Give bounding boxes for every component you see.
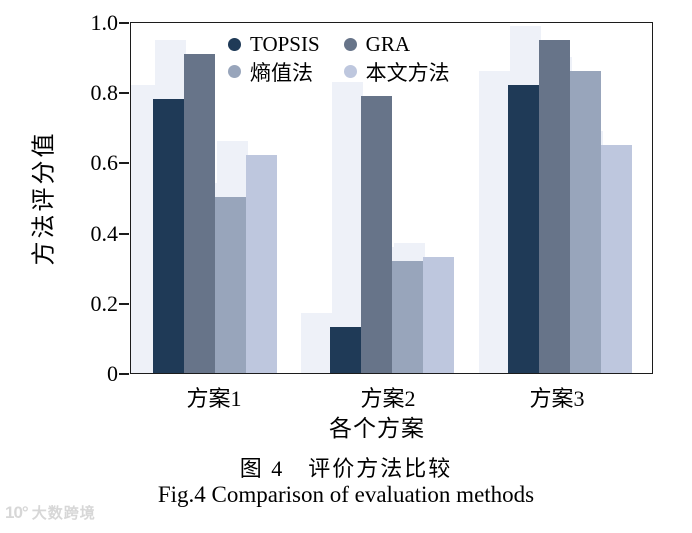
caption-chinese: 图 4 评价方法比较: [239, 456, 453, 481]
y-tick-mark: [119, 162, 129, 164]
bar-本文方法-方案2: [423, 257, 454, 373]
x-tick-label-方案1: 方案1: [186, 386, 242, 411]
legend-item-熵值法: 熵值法: [228, 58, 320, 85]
legend-marker-icon: [228, 38, 241, 51]
bar-TOPSIS-方案2: [330, 327, 361, 373]
bar-熵值法-方案1: [215, 197, 246, 373]
bars-layer: [131, 23, 652, 373]
ghost-bar: [479, 71, 510, 373]
bar-GRA-方案2: [361, 96, 392, 373]
bar-TOPSIS-方案3: [508, 85, 539, 373]
ghost-bar: [301, 313, 332, 373]
y-tick-label: 0.2: [90, 291, 119, 316]
legend-label: 本文方法: [365, 60, 450, 85]
legend-marker-icon: [343, 65, 357, 78]
legend-label: GRA: [365, 32, 410, 56]
ghost-bar: [332, 82, 363, 373]
bar-熵值法-方案2: [392, 261, 423, 373]
bar-TOPSIS-方案1: [153, 99, 184, 373]
y-tick-label: 0.6: [90, 150, 119, 175]
y-tick-label: 0.4: [90, 221, 119, 246]
y-axis-title: 方法评分值: [31, 130, 58, 266]
y-tick-label: 1.0: [90, 10, 119, 35]
legend-item-GRA: GRA: [343, 31, 450, 58]
y-tick-mark: [119, 92, 129, 94]
legend-marker-icon: [228, 65, 241, 78]
plot-area: TOPSIS GRA 熵值法 本文方法: [130, 22, 653, 374]
legend-label: TOPSIS: [250, 32, 320, 56]
y-tick-mark: [119, 373, 129, 375]
bar-GRA-方案3: [539, 40, 570, 373]
watermark-logo-icon: 10°: [5, 502, 29, 522]
bar-本文方法-方案3: [601, 145, 632, 373]
legend-label: 熵值法: [250, 60, 313, 85]
bar-熵值法-方案3: [570, 71, 601, 373]
watermark-text: 大数跨境: [31, 505, 96, 522]
legend-marker-icon: [343, 38, 357, 51]
y-tick-mark: [119, 303, 129, 305]
chart-legend: TOPSIS GRA 熵值法 本文方法: [228, 31, 450, 85]
ghost-bar: [131, 85, 155, 373]
watermark: 10° 大数跨境: [5, 502, 96, 523]
caption-english: Fig.4 Comparison of evaluation methods: [157, 482, 535, 507]
bar-本文方法-方案1: [246, 155, 277, 373]
legend-item-TOPSIS: TOPSIS: [228, 31, 320, 58]
y-tick-label: 0: [107, 361, 118, 386]
bar-GRA-方案1: [184, 54, 215, 373]
y-tick-label: 0.8: [90, 80, 119, 105]
legend-item-本文方法: 本文方法: [343, 58, 450, 85]
x-axis-title: 各个方案: [329, 416, 425, 441]
y-tick-mark: [119, 22, 129, 24]
x-tick-label-方案3: 方案3: [529, 386, 585, 411]
y-tick-mark: [119, 233, 129, 235]
x-tick-label-方案2: 方案2: [360, 386, 416, 411]
